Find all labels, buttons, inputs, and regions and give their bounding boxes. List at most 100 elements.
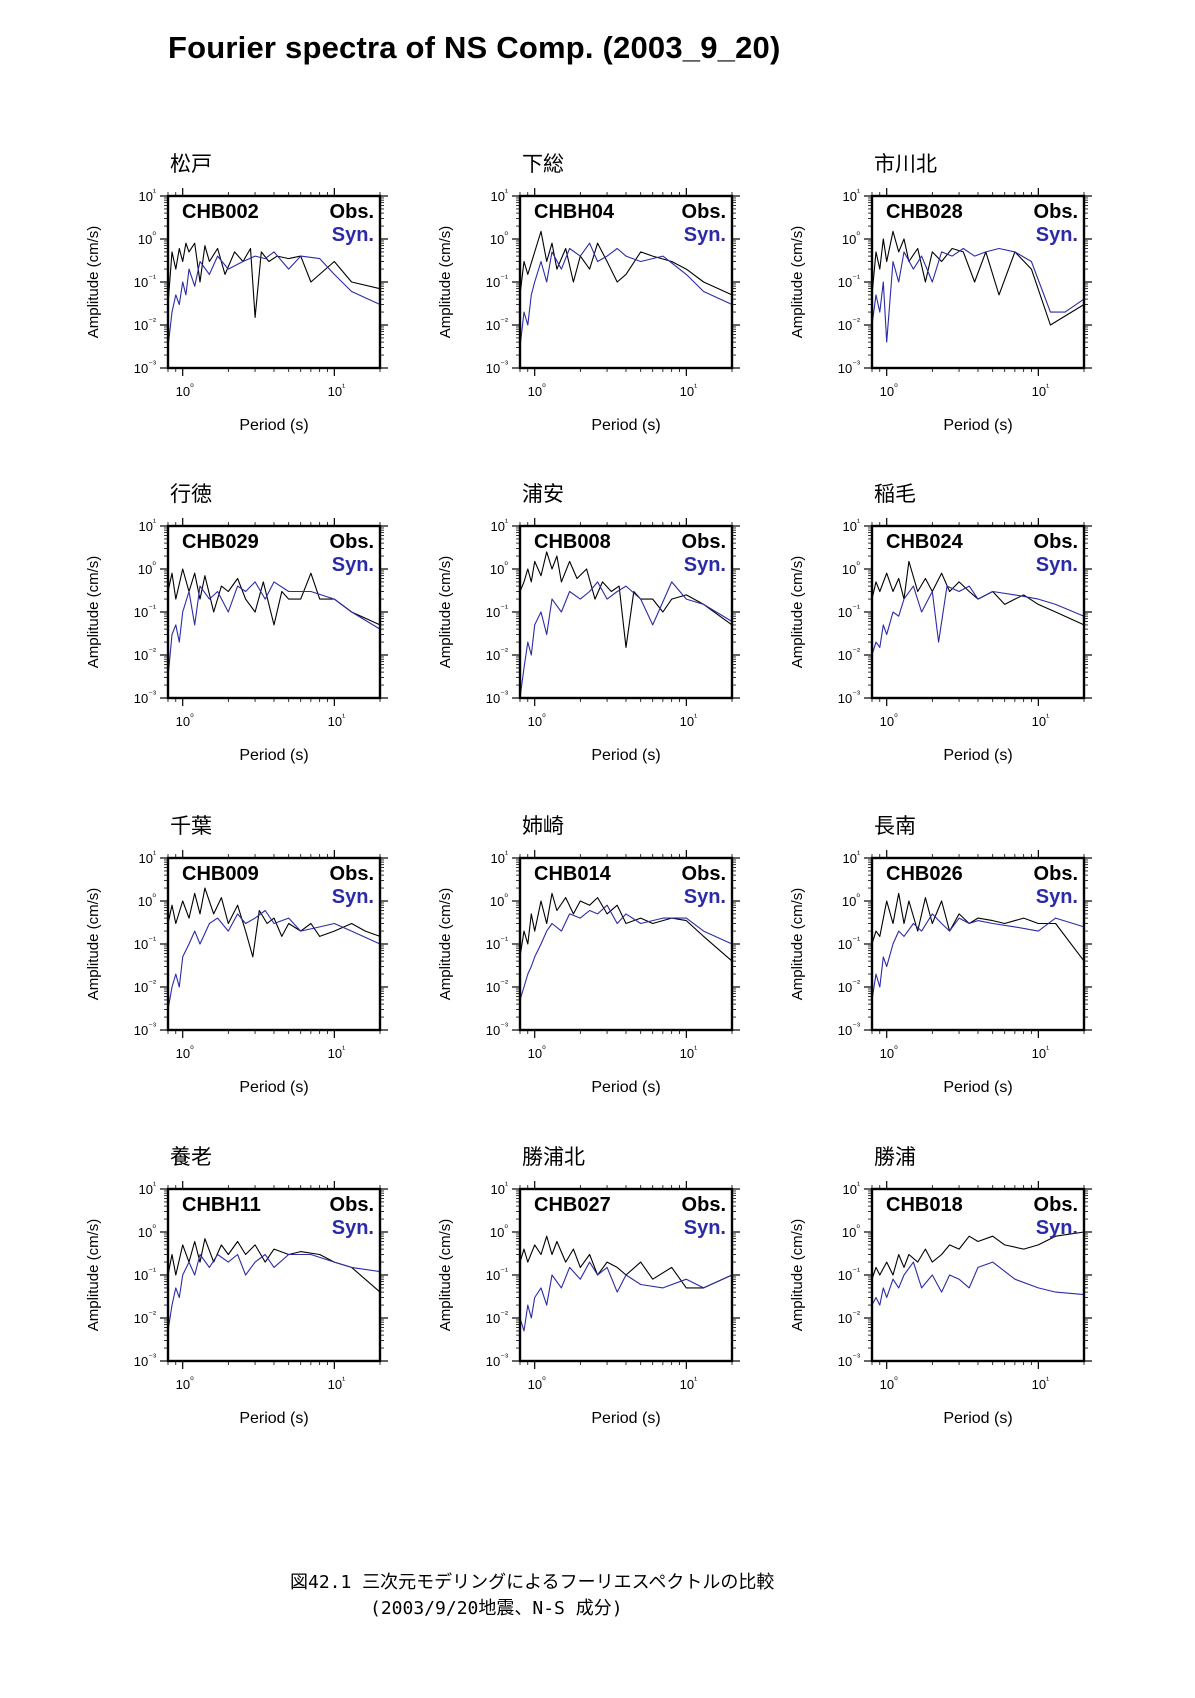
spectrum-panel-chb009: 千葉 10⁻³ 10⁻² 10⁻¹ 10⁰ 10¹ 10⁰ 10¹ Period (s) Ampl… — [80, 812, 420, 1112]
legend-obs: Obs. — [682, 863, 726, 885]
spectrum-panel-chb026: 長南 10⁻³ 10⁻² 10⁻¹ 10⁰ 10¹ 10⁰ 10¹ Period (s) Ampl… — [784, 812, 1124, 1112]
y-tick-label: 10¹ — [843, 517, 860, 534]
series-line-syn — [167, 909, 381, 1010]
series-line-obs — [871, 1231, 1085, 1280]
series-line-syn — [519, 581, 733, 699]
series-line-obs — [167, 1238, 381, 1293]
y-axis-label: Amplitude (cm/s) — [437, 1219, 454, 1332]
x-axis-label: Period (s) — [943, 417, 1012, 434]
station-name: 松戸 — [170, 152, 212, 176]
spectrum-chart: 10⁻³ 10⁻² 10⁻¹ 10⁰ 10¹ 10⁰ 10¹ Period (s) Amplit… — [789, 1180, 1092, 1427]
x-tick-label: 10¹ — [1032, 1375, 1049, 1392]
series-line-obs — [871, 230, 1085, 326]
y-tick-label: 10⁻³ — [838, 1021, 860, 1038]
y-tick-label: 10⁻² — [134, 1309, 156, 1326]
station-code: CHB014 — [534, 863, 612, 885]
x-tick-label: 10⁰ — [176, 1375, 194, 1392]
y-tick-label: 10⁻³ — [134, 689, 156, 706]
y-tick-label: 10⁻³ — [486, 689, 508, 706]
legend-obs: Obs. — [1034, 863, 1078, 885]
station-code: CHB024 — [886, 531, 964, 553]
spectrum-panel-chb029: 行徳 10⁻³ 10⁻² 10⁻¹ 10⁰ 10¹ 10⁰ 10¹ Period (s) Ampl… — [80, 480, 420, 780]
x-axis-label: Period (s) — [591, 417, 660, 434]
legend-obs: Obs. — [682, 1194, 726, 1216]
station-code: CHBH11 — [182, 1194, 261, 1216]
series-line-obs — [519, 230, 733, 296]
series-line-obs — [519, 1235, 733, 1289]
y-tick-label: 10⁰ — [842, 230, 860, 247]
spectrum-panel-chb008: 浦安 10⁻³ 10⁻² 10⁻¹ 10⁰ 10¹ 10⁰ 10¹ Period (s) Ampl… — [432, 480, 772, 780]
legend-syn: Syn. — [332, 224, 374, 246]
x-tick-label: 10¹ — [328, 382, 345, 399]
y-tick-label: 10¹ — [843, 187, 860, 204]
y-tick-label: 10⁻³ — [838, 359, 860, 376]
spectrum-panel-chb002: 松戸 10⁻³ 10⁻² 10⁻¹ 10⁰ 10¹ 10⁰ 10¹ Period (s) Ampl… — [80, 150, 420, 450]
x-axis-label: Period (s) — [943, 747, 1012, 764]
x-tick-label: 10⁰ — [880, 1044, 898, 1061]
spectrum-chart: 10⁻³ 10⁻² 10⁻¹ 10⁰ 10¹ 10⁰ 10¹ Period (s) Amplit… — [437, 1180, 740, 1427]
y-tick-label: 10⁻¹ — [486, 273, 508, 290]
y-tick-label: 10⁰ — [842, 560, 860, 577]
y-tick-label: 10⁰ — [138, 230, 156, 247]
legend-obs: Obs. — [682, 531, 726, 553]
station-code: CHB008 — [534, 531, 611, 553]
spectrum-panel-chb014: 姉崎 10⁻³ 10⁻² 10⁻¹ 10⁰ 10¹ 10⁰ 10¹ Period (s) Ampl… — [432, 812, 772, 1112]
y-tick-label: 10⁻² — [486, 1309, 508, 1326]
y-tick-label: 10⁰ — [490, 892, 508, 909]
x-tick-label: 10⁰ — [528, 1375, 546, 1392]
spectrum-chart: 10⁻³ 10⁻² 10⁻¹ 10⁰ 10¹ 10⁰ 10¹ Period (s) Amplit… — [437, 849, 740, 1096]
figure-caption: 図42.1 三次元モデリングによるフーリエスペクトルの比較 (2003/9/20地… — [290, 1570, 774, 1622]
x-tick-label: 10⁰ — [528, 382, 546, 399]
station-name: 行徳 — [170, 482, 212, 506]
y-tick-label: 10¹ — [139, 517, 156, 534]
y-tick-label: 10⁻¹ — [486, 935, 508, 952]
x-axis-label: Period (s) — [591, 747, 660, 764]
y-axis-label: Amplitude (cm/s) — [437, 226, 454, 339]
station-name: 千葉 — [170, 814, 212, 838]
x-axis-label: Period (s) — [591, 1410, 660, 1427]
x-tick-label: 10⁰ — [176, 382, 194, 399]
y-tick-label: 10⁻² — [486, 316, 508, 333]
series-line-syn — [871, 247, 1085, 343]
y-tick-label: 10⁰ — [842, 1223, 860, 1240]
station-code: CHB009 — [182, 863, 259, 885]
spectrum-chart: 10⁻³ 10⁻² 10⁻¹ 10⁰ 10¹ 10⁰ 10¹ Period (s) Amplit… — [85, 517, 388, 764]
x-axis-label: Period (s) — [239, 417, 308, 434]
y-axis-label: Amplitude (cm/s) — [85, 1219, 102, 1332]
legend-obs: Obs. — [1034, 201, 1078, 223]
station-code: CHB026 — [886, 863, 963, 885]
y-axis-label: Amplitude (cm/s) — [437, 888, 454, 1001]
x-tick-label: 10¹ — [1032, 1044, 1049, 1061]
y-tick-label: 10⁻¹ — [486, 1266, 508, 1283]
spectrum-chart: 10⁻³ 10⁻² 10⁻¹ 10⁰ 10¹ 10⁰ 10¹ Period (s) Amplit… — [85, 187, 388, 434]
y-tick-label: 10⁻¹ — [838, 273, 860, 290]
y-axis-label: Amplitude (cm/s) — [437, 556, 454, 669]
caption-line-2: (2003/9/20地震、N-S 成分) — [370, 1598, 623, 1619]
x-axis-label: Period (s) — [239, 1079, 308, 1096]
legend-syn: Syn. — [332, 554, 374, 576]
legend-syn: Syn. — [1036, 554, 1078, 576]
spectrum-panel-chbh11: 養老 10⁻³ 10⁻² 10⁻¹ 10⁰ 10¹ 10⁰ 10¹ Period (s) Ampl… — [80, 1143, 420, 1443]
page-title: Fourier spectra of NS Comp. (2003_9_20) — [168, 30, 781, 65]
series-line-syn — [871, 585, 1085, 656]
y-tick-label: 10⁻² — [486, 646, 508, 663]
y-tick-label: 10⁻² — [134, 646, 156, 663]
x-tick-label: 10¹ — [680, 712, 697, 729]
caption-line-1: 図42.1 三次元モデリングによるフーリエスペクトルの比較 — [290, 1572, 775, 1593]
station-code: CHB018 — [886, 1194, 963, 1216]
spectrum-chart: 10⁻³ 10⁻² 10⁻¹ 10⁰ 10¹ 10⁰ 10¹ Period (s) Amplit… — [789, 187, 1092, 434]
x-tick-label: 10¹ — [1032, 382, 1049, 399]
y-tick-label: 10⁻² — [486, 978, 508, 995]
x-tick-label: 10¹ — [328, 1375, 345, 1392]
x-tick-label: 10⁰ — [880, 712, 898, 729]
station-name: 市川北 — [874, 152, 937, 176]
spectrum-panel-chb028: 市川北 10⁻³ 10⁻² 10⁻¹ 10⁰ 10¹ 10⁰ 10¹ Period (s) Amp… — [784, 150, 1124, 450]
series-line-obs — [871, 892, 1085, 962]
series-line-syn — [167, 251, 381, 348]
spectrum-chart: 10⁻³ 10⁻² 10⁻¹ 10⁰ 10¹ 10⁰ 10¹ Period (s) Amplit… — [85, 849, 388, 1096]
series-line-obs — [519, 892, 733, 962]
spectrum-panel-chb024: 稲毛 10⁻³ 10⁻² 10⁻¹ 10⁰ 10¹ 10⁰ 10¹ Period (s) Ampl… — [784, 480, 1124, 780]
legend-obs: Obs. — [1034, 531, 1078, 553]
series-line-syn — [167, 581, 381, 678]
y-tick-label: 10¹ — [491, 517, 508, 534]
